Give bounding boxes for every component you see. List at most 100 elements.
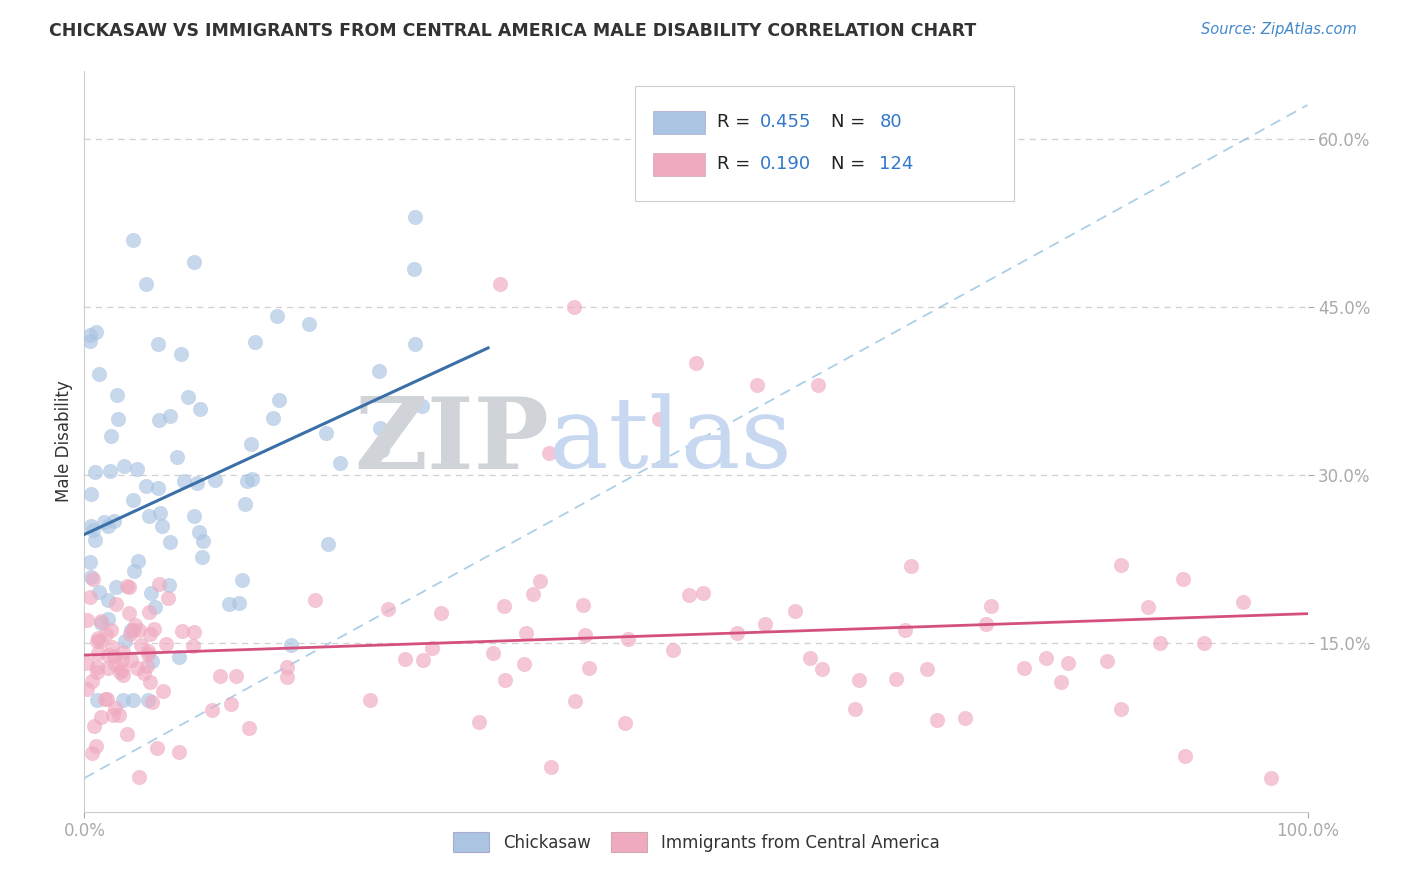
- Point: [86, 665, 108, 680]
- Point: [121, 692, 143, 706]
- Point: [1260, 771, 1282, 785]
- Point: [183, 255, 205, 269]
- Point: [156, 591, 179, 606]
- Point: [884, 673, 907, 687]
- Point: [243, 335, 266, 350]
- Point: [276, 660, 298, 674]
- Point: [1050, 674, 1073, 689]
- Point: [136, 658, 159, 673]
- Point: [149, 506, 172, 520]
- Point: [315, 425, 337, 440]
- Point: [467, 714, 489, 729]
- Point: [90, 709, 112, 723]
- Point: [86, 326, 108, 340]
- Point: [146, 740, 169, 755]
- Point: [811, 662, 834, 676]
- Point: [143, 599, 166, 614]
- Point: [104, 701, 127, 715]
- Text: 124: 124: [880, 155, 914, 173]
- Point: [747, 378, 769, 392]
- Point: [79, 334, 101, 348]
- Point: [122, 564, 145, 578]
- Point: [139, 675, 162, 690]
- Point: [118, 580, 141, 594]
- Point: [141, 695, 163, 709]
- Point: [371, 442, 394, 457]
- Point: [204, 473, 226, 487]
- Point: [1109, 702, 1132, 716]
- Point: [97, 648, 120, 663]
- Point: [112, 645, 135, 659]
- Point: [84, 739, 107, 754]
- Point: [564, 694, 586, 708]
- Point: [103, 708, 125, 723]
- Point: [228, 596, 250, 610]
- Point: [266, 309, 288, 323]
- Point: [97, 612, 120, 626]
- Point: [80, 519, 103, 533]
- Point: [97, 661, 120, 675]
- Point: [84, 533, 107, 547]
- Point: [118, 606, 141, 620]
- Point: [146, 337, 169, 351]
- Point: [238, 721, 260, 735]
- Point: [136, 692, 159, 706]
- Point: [188, 525, 211, 540]
- Point: [124, 618, 146, 632]
- Point: [157, 577, 180, 591]
- Point: [79, 570, 101, 584]
- Point: [82, 523, 104, 537]
- Point: [135, 479, 157, 493]
- Point: [87, 646, 110, 660]
- Point: [173, 474, 195, 488]
- Point: [83, 719, 105, 733]
- Point: [79, 555, 101, 569]
- Point: [574, 628, 596, 642]
- Point: [122, 624, 145, 638]
- Point: [111, 668, 134, 682]
- Point: [359, 693, 381, 707]
- Point: [114, 633, 136, 648]
- Point: [678, 589, 700, 603]
- Point: [540, 760, 562, 774]
- Point: [120, 653, 142, 667]
- Point: [1035, 651, 1057, 665]
- Point: [515, 626, 537, 640]
- Point: [183, 639, 205, 653]
- Point: [538, 446, 561, 460]
- Point: [267, 392, 290, 407]
- Point: [103, 649, 125, 664]
- Point: [1095, 654, 1118, 668]
- Text: R =: R =: [717, 112, 756, 131]
- Point: [98, 464, 121, 478]
- Point: [139, 585, 162, 599]
- Point: [235, 497, 257, 511]
- Point: [139, 627, 162, 641]
- Point: [754, 616, 776, 631]
- Point: [89, 585, 111, 599]
- Point: [94, 627, 117, 641]
- Point: [219, 697, 242, 711]
- Point: [807, 378, 830, 392]
- Point: [167, 650, 190, 665]
- Text: N =: N =: [831, 155, 870, 173]
- Point: [111, 664, 134, 678]
- Point: [1111, 558, 1133, 572]
- Point: [513, 657, 536, 671]
- Point: [186, 475, 208, 490]
- Point: [316, 537, 339, 551]
- Point: [136, 647, 159, 661]
- Point: [522, 586, 544, 600]
- Point: [143, 622, 166, 636]
- Point: [76, 656, 98, 670]
- Point: [79, 328, 101, 343]
- Point: [127, 661, 149, 675]
- Point: [87, 631, 110, 645]
- Point: [298, 317, 321, 331]
- Point: [429, 606, 451, 620]
- Point: [100, 623, 122, 637]
- Point: [148, 413, 170, 427]
- Point: [103, 514, 125, 528]
- Point: [225, 669, 247, 683]
- Point: [900, 559, 922, 574]
